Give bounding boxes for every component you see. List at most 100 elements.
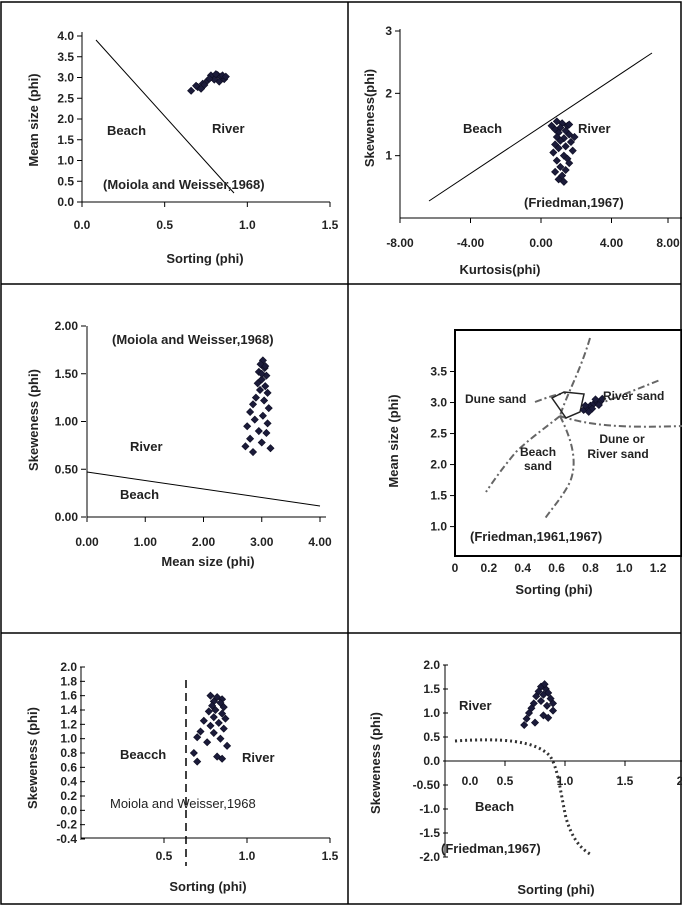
data-point: [556, 162, 565, 171]
data-point: [248, 448, 258, 457]
data-point: [544, 713, 553, 722]
y-axis-label: Skeweness (phi): [26, 369, 41, 471]
panel-mean-size-vs-skewness: 0.00 0.50 1.00 1.50 2.00 0.00 1.00 2.00 3.00 4.0…: [26, 319, 332, 569]
data-point: [253, 379, 262, 388]
y-axis-label: Skeweness (phi): [25, 707, 40, 809]
panel-sorting-vs-skewness-friedman: -2.0 -1.5 -1.0 -0.50 0.0 0.5 1.0 1.5 2.0 0.5 1.0 1…: [368, 658, 682, 897]
data-point: [254, 427, 263, 436]
data-point: [266, 444, 275, 453]
y-tick-label: 1.5: [423, 682, 440, 696]
panel-friedman-sorting-vs-mean-size: 1.0 1.5 2.0 2.5 3.0 3.5 0 0.2 0.4 0.6 0.8 1.0 1.2 M…: [386, 329, 682, 597]
x-axis-label: Mean size (phi): [161, 554, 254, 569]
data-point: [561, 142, 570, 151]
data-point: [241, 442, 250, 451]
data-point: [263, 388, 272, 397]
data-point: [594, 400, 603, 410]
data-point: [568, 146, 577, 155]
annotation-beach: Beacch: [120, 747, 166, 762]
field-boundaries: [485, 337, 682, 521]
annotation-credit: (Moiola and Weisser,1968): [103, 177, 265, 192]
x-tick-label: -8.00: [386, 236, 414, 250]
y-tick-label: 2.0: [423, 658, 440, 672]
y-tick-label: 1: [385, 149, 392, 163]
data-point: [261, 382, 270, 391]
annotation-river-sand: River sand: [603, 389, 664, 403]
data-point: [255, 385, 265, 395]
data-point: [520, 720, 529, 730]
y-tick-label: 0.4: [60, 775, 77, 789]
y-tick-label: -1.5: [419, 826, 440, 840]
x-tick-label: 0.0: [462, 774, 479, 788]
x-tick-label: 2.0: [677, 774, 682, 788]
x-tick-label: 1.5: [322, 849, 339, 863]
y-tick-label: 1.0: [57, 154, 74, 168]
data-point: [199, 716, 208, 725]
y-tick-label: 1.0: [430, 520, 447, 534]
y-tick-label: 3.5: [57, 50, 74, 64]
y-tick-label: 1.4: [60, 703, 77, 717]
data-point: [260, 396, 269, 405]
x-tick-label: 0.4: [514, 561, 531, 575]
data-point: [196, 727, 205, 736]
x-tick-label: 0.0: [74, 218, 91, 232]
divider-dotted-curve: [454, 738, 591, 856]
panel-kurtosis-vs-skewness: 1 2 3 -8.00 -4.00 0.00 4.00 8.00 Skeweness(phi…: [362, 24, 682, 277]
data-point: [256, 360, 265, 369]
y-tick-label: 1.8: [60, 674, 77, 688]
x-tick-label: 3.00: [250, 535, 274, 549]
data-point: [206, 721, 215, 730]
data-point: [530, 718, 540, 727]
data-point: [223, 741, 232, 750]
data-point: [598, 394, 607, 403]
data-point: [206, 691, 215, 700]
annotation-credit: (Friedman,1961,1967): [470, 529, 602, 544]
annotation-beach: Beach: [120, 487, 159, 502]
data-point: [257, 438, 266, 447]
data-point: [548, 699, 558, 708]
y-tick-label: -1.0: [419, 802, 440, 816]
x-tick-label: 4.00: [600, 236, 624, 250]
y-tick-label: 1.00: [55, 415, 79, 429]
data-point: [251, 393, 260, 402]
x-tick-label: 0.5: [497, 774, 514, 788]
data-point: [559, 177, 568, 186]
y-tick-label: 3.0: [57, 71, 74, 85]
y-tick-label: -0.50: [413, 778, 441, 792]
x-tick-label: 0.5: [156, 218, 173, 232]
data-point: [554, 144, 563, 153]
data-point: [522, 714, 531, 723]
y-tick-label: 1.2: [60, 717, 77, 731]
data-point: [248, 400, 258, 409]
y-tick-label: 3.0: [430, 396, 447, 410]
data-point: [211, 70, 220, 79]
plot-area: [80, 667, 330, 839]
data-point: [258, 411, 267, 420]
data-point: [261, 362, 270, 371]
x-tick-label: 0.6: [548, 561, 565, 575]
annotation-credit: (Moiola and Weisser,1968): [112, 332, 274, 347]
data-point: [570, 132, 579, 141]
x-tick-label: 0.00: [75, 535, 99, 549]
x-tick-label: 0.5: [156, 849, 173, 863]
annotation-river: River: [578, 121, 611, 136]
y-tick-label: 0.8: [60, 746, 77, 760]
data-point: [246, 407, 255, 416]
data-point: [193, 757, 202, 766]
data-point: [211, 705, 220, 715]
divider-line: [86, 471, 321, 507]
data-point: [263, 419, 272, 428]
data-point: [219, 703, 228, 712]
y-tick-label: 0.0: [60, 803, 77, 817]
x-axis-label: Sorting (phi): [169, 879, 246, 894]
y-tick-label: -2.0: [419, 850, 440, 864]
data-point: [209, 728, 218, 737]
data-point: [214, 718, 223, 727]
data-point: [565, 159, 574, 168]
data-point: [257, 369, 266, 378]
data-point: [548, 706, 558, 715]
y-tick-label: 2.0: [430, 458, 447, 472]
data-point: [216, 734, 225, 743]
y-tick-label: 3: [385, 24, 392, 38]
plot-area: [86, 326, 326, 518]
